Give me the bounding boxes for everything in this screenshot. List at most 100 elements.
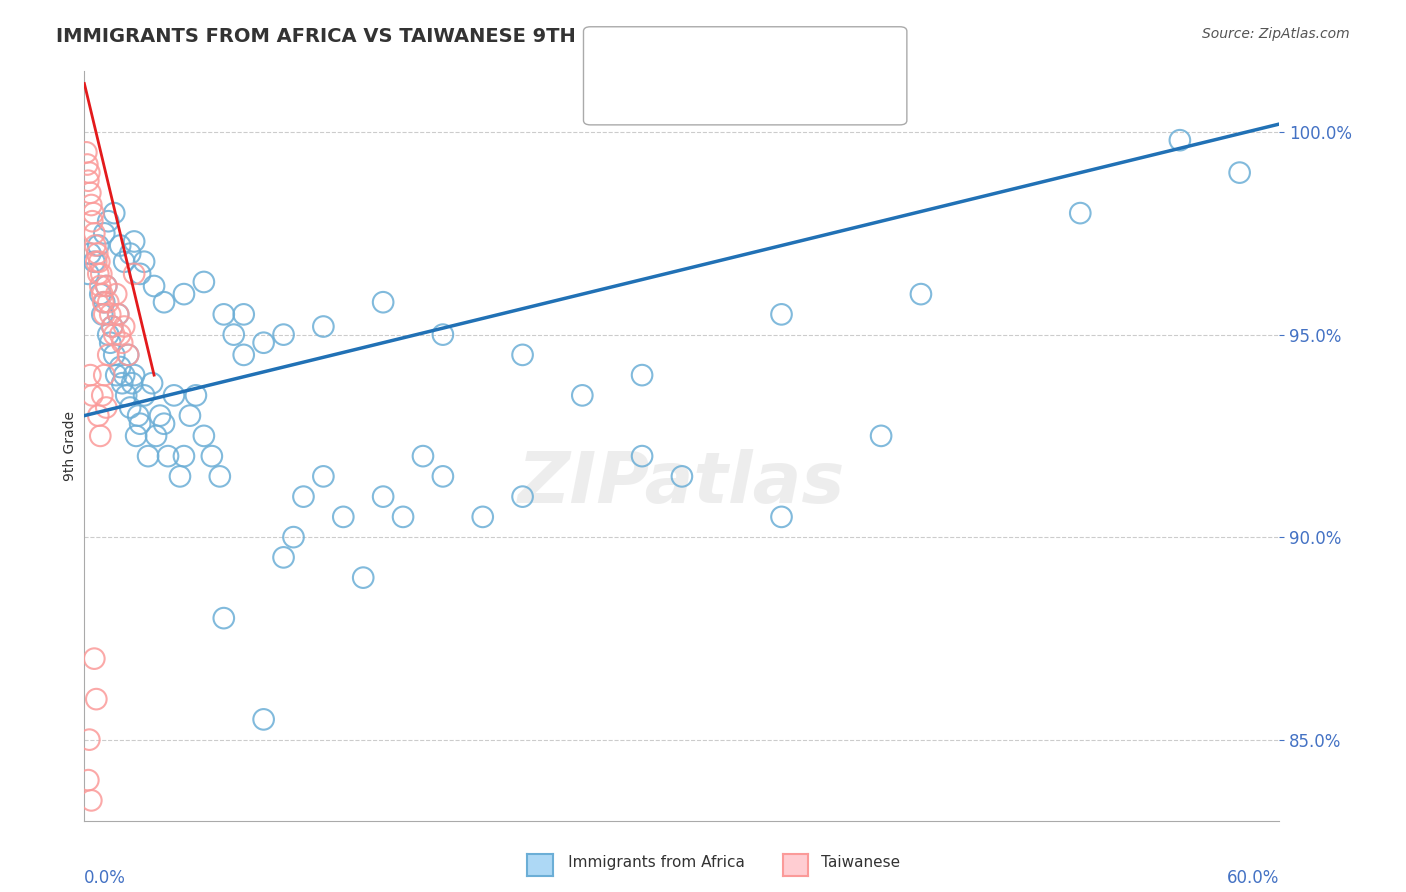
Point	[105, 287, 128, 301]
Point	[1069, 206, 1091, 220]
Text: 0.0%: 0.0%	[84, 869, 127, 888]
Point	[84, 238, 107, 252]
Text: 60.0%: 60.0%	[1227, 869, 1279, 888]
Point	[87, 409, 110, 423]
Point	[1229, 166, 1251, 180]
Point	[83, 651, 105, 665]
Point	[101, 319, 124, 334]
Point	[86, 246, 108, 260]
Point	[193, 275, 215, 289]
Point	[208, 469, 231, 483]
Point	[352, 571, 374, 585]
Point	[79, 732, 101, 747]
Point	[89, 254, 111, 268]
Point	[201, 449, 224, 463]
Point	[157, 449, 180, 463]
Text: Taiwanese: Taiwanese	[787, 855, 900, 870]
Point	[253, 712, 276, 726]
Point	[232, 307, 254, 321]
Point	[770, 509, 793, 524]
Point	[91, 388, 114, 402]
Text: IMMIGRANTS FROM AFRICA VS TAIWANESE 9TH GRADE CORRELATION CHART: IMMIGRANTS FROM AFRICA VS TAIWANESE 9TH …	[56, 27, 898, 45]
Point	[129, 417, 152, 431]
Point	[373, 295, 395, 310]
Point	[76, 157, 98, 171]
Point	[79, 368, 101, 383]
Point	[143, 279, 166, 293]
Text: N = 44: N = 44	[773, 87, 831, 104]
Point	[97, 295, 120, 310]
Point	[770, 307, 793, 321]
Point	[132, 254, 156, 268]
Point	[87, 238, 110, 252]
Point	[870, 429, 893, 443]
Point	[120, 401, 142, 415]
Point	[312, 469, 335, 483]
Point	[82, 388, 104, 402]
Text: R = 0.386: R = 0.386	[644, 52, 727, 70]
Point	[97, 214, 120, 228]
Point	[96, 279, 118, 293]
Point	[90, 267, 112, 281]
Point	[122, 267, 145, 281]
Point	[273, 327, 295, 342]
Point	[77, 267, 100, 281]
Point	[82, 214, 104, 228]
Point	[122, 368, 145, 383]
Point	[83, 254, 105, 268]
Point	[631, 368, 654, 383]
Point	[184, 388, 207, 402]
Point	[412, 449, 434, 463]
Point	[112, 368, 135, 383]
Point	[432, 469, 454, 483]
Point	[1168, 133, 1191, 147]
Point	[112, 254, 135, 268]
Text: Immigrants from Africa: Immigrants from Africa	[534, 855, 745, 870]
Point	[115, 388, 138, 402]
Point	[163, 388, 186, 402]
Point	[89, 429, 111, 443]
Point	[105, 368, 128, 383]
Point	[283, 530, 305, 544]
Point	[631, 449, 654, 463]
Point	[471, 509, 494, 524]
Point	[910, 287, 932, 301]
Point	[149, 409, 172, 423]
Point	[129, 267, 152, 281]
Point	[82, 206, 104, 220]
Y-axis label: 9th Grade: 9th Grade	[63, 411, 77, 481]
Point	[193, 429, 215, 443]
Point	[125, 429, 148, 443]
Point	[107, 307, 129, 321]
Point	[111, 376, 134, 391]
Point	[86, 692, 108, 706]
Point	[89, 279, 111, 293]
Point	[98, 307, 121, 321]
Point	[120, 246, 142, 260]
Point	[111, 335, 134, 350]
Point	[98, 335, 121, 350]
Point	[232, 348, 254, 362]
Point	[173, 287, 195, 301]
Point	[112, 319, 135, 334]
Point	[93, 368, 115, 383]
Point	[373, 490, 395, 504]
Point	[110, 238, 132, 252]
Point	[87, 267, 110, 281]
Text: Source: ZipAtlas.com: Source: ZipAtlas.com	[1202, 27, 1350, 41]
Point	[77, 174, 100, 188]
Point	[93, 295, 115, 310]
Point	[212, 611, 235, 625]
Point	[83, 227, 105, 241]
Point	[103, 206, 125, 220]
Point	[169, 469, 191, 483]
Point	[512, 348, 534, 362]
Point	[292, 490, 315, 504]
Point	[179, 409, 201, 423]
Point	[110, 359, 132, 374]
Point	[96, 401, 118, 415]
Point	[392, 509, 415, 524]
Point	[97, 348, 120, 362]
Point	[117, 348, 139, 362]
Point	[91, 287, 114, 301]
